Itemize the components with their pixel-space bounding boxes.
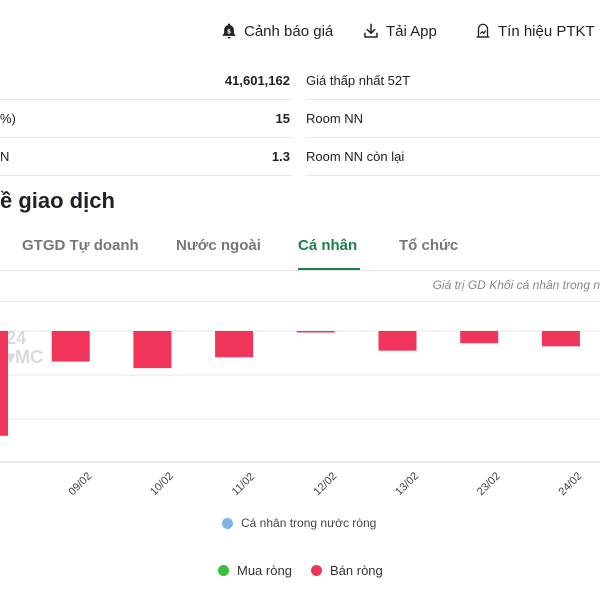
chart-bar [541, 331, 580, 347]
net-value-chart: 24 ▾MC 09/02 10/02 11/02 12/02 13/02 23/02 24/02… [0, 304, 600, 554]
series-legend-label: Cá nhân trong nước ròng [241, 516, 377, 530]
stats-value: 1.3 [271, 149, 290, 164]
stats-row: N 1.3 Room NN còn lại [0, 138, 600, 176]
buy-sell-legend: Mua ròng Bán ròng [0, 554, 600, 600]
watermark-text: ▾MC [5, 347, 43, 367]
tab-individual[interactable]: Cá nhân [298, 237, 358, 254]
watermark-text: 24 [6, 328, 26, 348]
stats-label: %) [0, 111, 16, 126]
stats-left-cell: %) 15 [0, 100, 292, 138]
chart-bar [51, 331, 90, 362]
stock-stats-table: 41,601,162 Giá thấp nhất 52T %) 15 Room … [0, 62, 600, 176]
svg-text:$: $ [227, 28, 231, 35]
stats-right-cell: Giá thấp nhất 52T [306, 62, 600, 100]
stats-label: N [0, 149, 10, 164]
download-app-button[interactable]: Tải App [362, 22, 437, 40]
buy-color-dot [218, 565, 229, 576]
chart-caption-bar: Giá trị GD Khối cá nhân trong n [0, 272, 600, 302]
x-tick-label: 10/02 [148, 470, 176, 498]
legend-buy[interactable]: Mua ròng [218, 563, 292, 578]
chart-bar [133, 331, 172, 369]
stats-row: %) 15 Room NN [0, 100, 600, 138]
x-tick-label: 24/02 [557, 470, 585, 498]
stats-label: Room NN [306, 111, 364, 126]
x-tick-label: 11/02 [230, 471, 257, 498]
top-action-bar: $ Cảnh báo giá Tải App Tín hiệu PTKT [0, 0, 600, 62]
stats-value: 41,601,162 [224, 73, 290, 88]
stats-value: 15 [275, 111, 290, 126]
stats-right-cell: Room NN còn lại [306, 138, 600, 176]
stats-right-cell: Room NN [306, 100, 600, 138]
stats-label: Room NN còn lại [306, 149, 405, 164]
chart-bar [215, 331, 254, 358]
chart-signal-icon [476, 23, 490, 38]
chart-bar [460, 331, 499, 344]
technical-signal-button[interactable]: Tín hiệu PTKT [474, 22, 595, 40]
tab-proprietary[interactable]: GTGD Tự doanh [22, 237, 139, 254]
section-title: ề giao dịch [0, 188, 115, 213]
download-icon [364, 23, 378, 38]
chart-bar [296, 331, 335, 333]
chart-caption: Giá trị GD Khối cá nhân trong n [432, 278, 600, 292]
x-tick-label: 09/02 [66, 470, 94, 498]
technical-signal-label: Tín hiệu PTKT [498, 22, 595, 40]
bar-chart-svg: 24▾MC 09/02 10/02 11/02 12/02 13/02 23/02 24/02 [0, 328, 600, 498]
price-alert-button[interactable]: $ Cảnh báo giá [220, 22, 333, 40]
bell-dollar-icon: $ [222, 23, 236, 39]
tab-foreign[interactable]: Nước ngoài [176, 237, 261, 254]
series-legend[interactable]: Cá nhân trong nước ròng [222, 516, 376, 530]
chart-bar [378, 331, 417, 351]
stats-left-cell: N 1.3 [0, 138, 292, 176]
active-tab-indicator [298, 268, 360, 270]
stats-row: 41,601,162 Giá thấp nhất 52T [0, 62, 600, 100]
price-alert-label: Cảnh báo giá [244, 22, 334, 40]
x-tick-label: 23/02 [475, 470, 503, 498]
investor-type-tabs: GTGD Tự doanh Nước ngoài Cá nhân Tổ chức [0, 230, 600, 270]
sell-color-dot [311, 565, 322, 576]
x-tick-label: 12/02 [311, 470, 339, 498]
series-color-dot [222, 517, 233, 529]
stats-label: Giá thấp nhất 52T [306, 73, 411, 88]
legend-sell-label: Bán ròng [330, 563, 383, 578]
tabs-divider [0, 270, 600, 271]
x-tick-label: 13/02 [393, 470, 421, 498]
stats-left-cell: 41,601,162 [0, 62, 292, 100]
legend-sell[interactable]: Bán ròng [311, 563, 383, 578]
chart-bar [0, 331, 8, 436]
download-app-label: Tải App [386, 22, 437, 40]
tab-institutional[interactable]: Tổ chức [399, 237, 459, 254]
legend-buy-label: Mua ròng [237, 563, 292, 578]
